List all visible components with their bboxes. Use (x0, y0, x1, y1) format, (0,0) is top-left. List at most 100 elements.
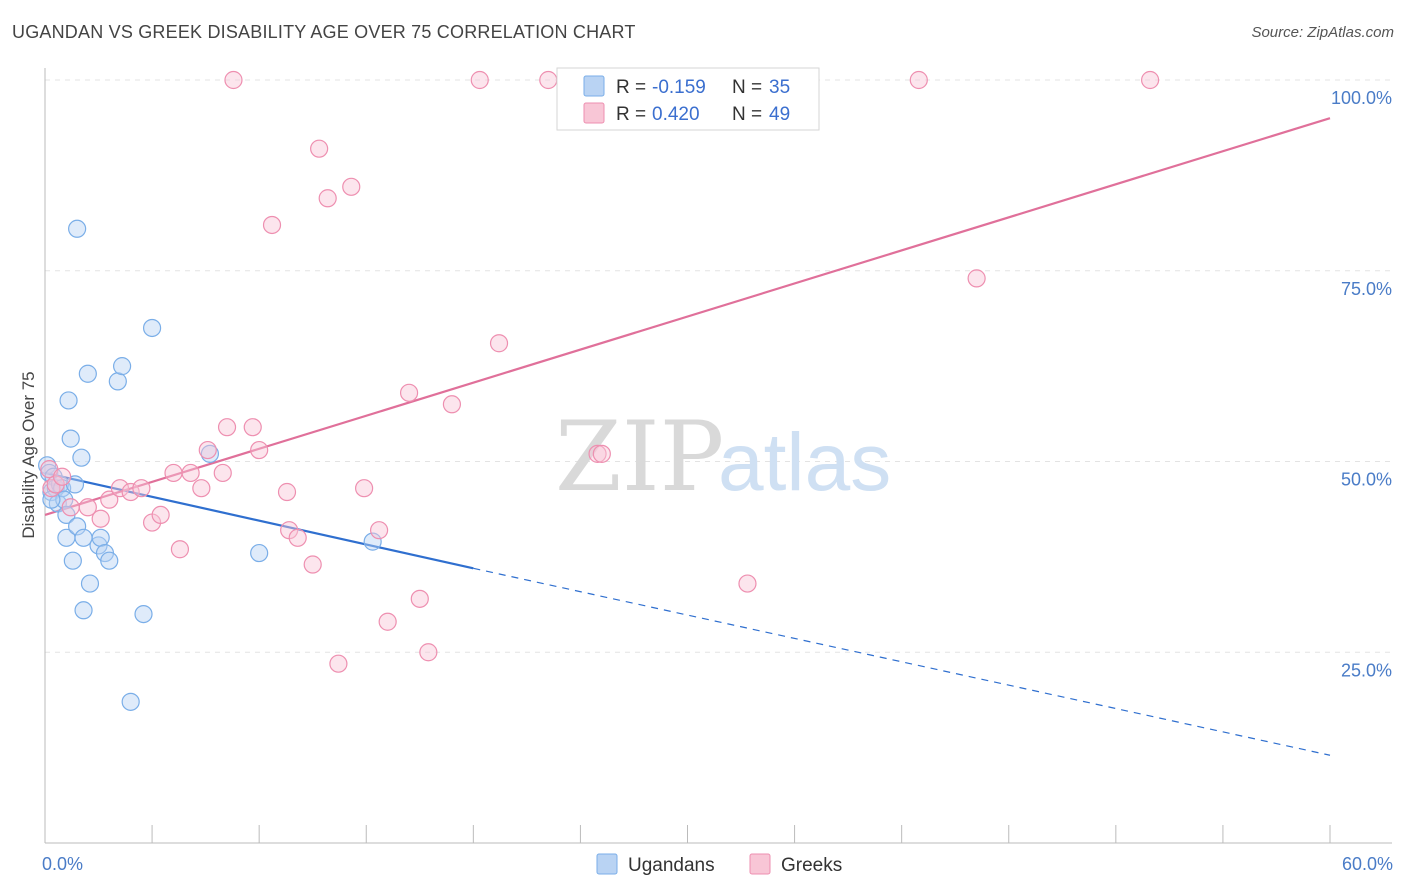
stats-r-label-ugandans: R = (616, 77, 646, 98)
y-tick-label: 100.0% (1331, 88, 1392, 108)
point-ugandans (61, 429, 80, 448)
stats-swatch-greeks (583, 102, 605, 124)
trend-line-extension-ugandans (473, 567, 1331, 756)
point-greeks (355, 479, 374, 498)
point-greeks (310, 139, 329, 158)
point-ugandans (78, 364, 97, 383)
legend-swatch-ugandans (596, 853, 618, 875)
point-greeks (277, 482, 297, 502)
point-ugandans (91, 528, 110, 547)
point-greeks (588, 444, 607, 463)
point-greeks (318, 189, 337, 208)
point-greeks (121, 482, 140, 502)
point-greeks (442, 395, 462, 414)
point-greeks (91, 509, 110, 528)
point-greeks (410, 589, 429, 608)
point-greeks (592, 444, 611, 463)
stats-n-value-ugandans: 35 (769, 77, 790, 98)
point-greeks (192, 479, 211, 498)
point-greeks (342, 177, 361, 196)
point-greeks (164, 463, 183, 483)
point-ugandans (112, 357, 132, 376)
data-points (38, 70, 1160, 711)
point-ugandans (74, 528, 93, 547)
point-ugandans (100, 551, 119, 570)
point-ugandans (250, 543, 269, 563)
stats-r-label-greeks: R = (616, 104, 646, 125)
point-greeks (470, 70, 489, 90)
stats-n-label-greeks: N = (732, 104, 762, 125)
grid-lines (45, 79, 1392, 653)
point-greeks (61, 498, 80, 517)
x-tick-label: 0.0% (42, 854, 83, 874)
point-ugandans (142, 318, 162, 338)
point-greeks (181, 463, 200, 483)
y-tick-label: 25.0% (1341, 660, 1392, 680)
bottom-legend: Ugandans Greeks (596, 853, 842, 876)
point-greeks (198, 440, 217, 460)
point-greeks (288, 528, 307, 547)
stats-legend: R = -0.159 N = 35 R = 0.420 N = 49 (556, 67, 820, 131)
point-greeks (53, 467, 72, 486)
legend-label-greeks: Greeks (781, 855, 842, 876)
point-greeks (399, 383, 419, 402)
legend-swatch-greeks (749, 853, 771, 875)
watermark-atlas: atlas (718, 417, 891, 508)
point-greeks (151, 505, 170, 525)
point-greeks (370, 521, 389, 540)
point-greeks (329, 654, 348, 673)
axes (44, 68, 1392, 844)
trend-line-ugandans (44, 471, 474, 570)
point-ugandans (55, 490, 74, 509)
point-greeks (217, 418, 237, 437)
point-greeks (170, 540, 190, 559)
point-greeks (243, 418, 262, 437)
point-greeks (78, 498, 97, 517)
point-greeks (738, 574, 757, 593)
point-greeks (213, 463, 232, 483)
tick-labels: 25.0% 50.0% 75.0% 100.0% 0.0% 60.0% (42, 88, 1393, 874)
point-greeks (100, 490, 119, 509)
point-ugandans (68, 517, 87, 536)
point-ugandans (121, 692, 140, 711)
point-ugandans (59, 391, 78, 410)
point-greeks (1140, 70, 1160, 90)
y-axis-label: Disability Age Over 75 (19, 371, 38, 538)
point-greeks (110, 479, 130, 498)
point-ugandans (74, 601, 93, 620)
point-greeks (967, 269, 986, 288)
source-label: Source: ZipAtlas.com (1251, 24, 1394, 41)
point-greeks (132, 479, 151, 498)
point-ugandans (134, 604, 153, 624)
point-ugandans (108, 372, 127, 391)
point-greeks (250, 440, 269, 460)
point-greeks (224, 70, 243, 90)
point-ugandans (68, 219, 87, 238)
point-greeks (489, 334, 509, 353)
point-ugandans (72, 448, 91, 467)
point-greeks (539, 70, 558, 90)
stats-swatch-ugandans (583, 75, 605, 97)
x-tick-label: 60.0% (1342, 854, 1393, 874)
point-greeks (46, 475, 65, 494)
point-greeks (419, 643, 438, 662)
y-tick-label: 75.0% (1341, 279, 1392, 299)
chart-title: UGANDAN VS GREEK DISABILITY AGE OVER 75 … (12, 22, 636, 42)
legend-label-ugandans: Ugandans (628, 855, 715, 876)
y-tick-label: 50.0% (1341, 470, 1392, 490)
point-ugandans (363, 532, 382, 551)
trend-lines (44, 117, 1331, 756)
point-greeks (303, 555, 322, 574)
stats-n-value-greeks: 49 (769, 104, 790, 125)
point-ugandans (63, 551, 82, 570)
watermark-zip: ZIP (555, 401, 724, 513)
stats-r-value-ugandans: -0.159 (652, 77, 706, 98)
point-greeks (909, 70, 928, 90)
point-greeks (378, 612, 397, 631)
stats-r-value-greeks: 0.420 (652, 104, 700, 125)
point-ugandans (80, 574, 100, 593)
stats-n-label-ugandans: N = (732, 77, 762, 98)
point-greeks (262, 215, 282, 235)
trend-line-greeks (44, 117, 1331, 516)
